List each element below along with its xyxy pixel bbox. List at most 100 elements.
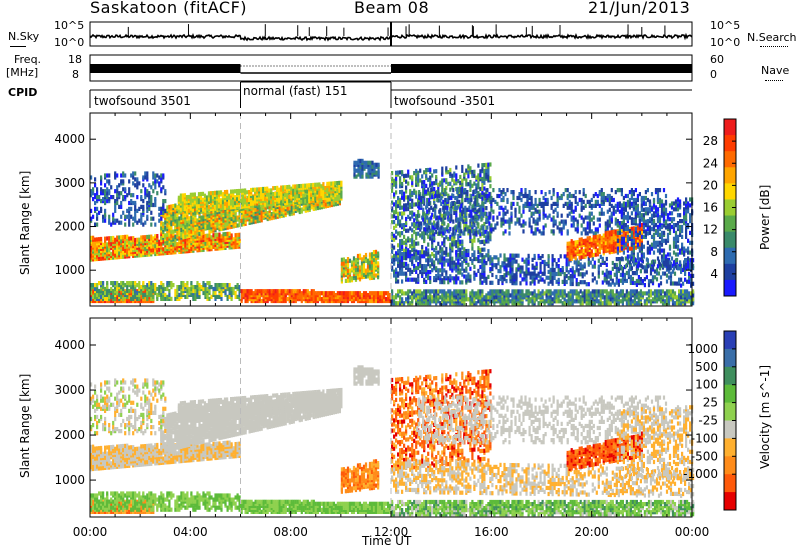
power-cell (391, 188, 394, 193)
power-cell (487, 174, 490, 179)
power-cell (425, 168, 428, 173)
power-cell (198, 236, 201, 241)
power-cell (138, 181, 141, 186)
power-cell (340, 257, 343, 262)
power-cell (336, 183, 339, 189)
power-cell (118, 191, 121, 196)
power-cell (114, 189, 117, 194)
power-cell (242, 218, 245, 223)
power-cell (483, 233, 486, 238)
power-cell (441, 213, 444, 218)
power-cell (228, 286, 231, 292)
power-cell (435, 299, 438, 304)
power-cell (193, 192, 196, 197)
power-cell (286, 194, 289, 199)
power-cell (182, 281, 185, 286)
power-cell (399, 239, 402, 244)
power-cell (230, 197, 233, 202)
power-cell (252, 298, 255, 304)
power-cell (330, 291, 333, 296)
power-cell (118, 251, 121, 256)
power-cell (481, 182, 484, 187)
power-cell (96, 237, 99, 242)
power-cell (455, 228, 458, 233)
power-cell (334, 187, 337, 192)
power-cell (487, 162, 490, 167)
power-cell (272, 192, 275, 197)
power-cell (499, 299, 502, 304)
power-cell (132, 290, 135, 296)
power-cell (481, 167, 484, 172)
power-cell (106, 296, 109, 301)
power-cell (228, 199, 231, 204)
cpid-segment-3: twofsound -3501 (394, 94, 496, 108)
power-cell (348, 297, 352, 302)
power-cell (134, 216, 137, 221)
power-cell (364, 258, 368, 263)
power-cell (216, 283, 219, 288)
power-cell (377, 251, 380, 256)
power-cell (441, 178, 444, 183)
power-cell (158, 181, 161, 186)
power-cell (463, 247, 466, 252)
power-cell (425, 289, 428, 294)
power-cell (348, 276, 352, 281)
power-cell (348, 268, 352, 273)
power-cell (198, 246, 201, 251)
power-cell (240, 188, 243, 193)
power-cell (393, 225, 396, 230)
power-cell (483, 186, 486, 191)
power-cell (370, 298, 374, 304)
power-cell (366, 272, 370, 277)
power-cell (130, 289, 133, 294)
power-cell (463, 172, 466, 177)
power-cell (363, 160, 366, 165)
power-cell (114, 171, 117, 176)
power-cell (419, 168, 422, 173)
power-cell (236, 223, 239, 228)
power-cell (238, 188, 241, 194)
power-cell (511, 289, 514, 294)
power-cell (350, 276, 354, 281)
power-cell (517, 289, 520, 294)
power-cell (389, 293, 392, 298)
power-cell (104, 290, 107, 296)
power-cell (272, 207, 275, 212)
power-cell (284, 193, 287, 198)
power-cell (361, 174, 364, 179)
power-cell (429, 289, 432, 294)
power-cell (399, 190, 402, 195)
power-cell (557, 289, 560, 294)
power-cell (513, 295, 516, 300)
power-cell (475, 183, 478, 188)
power-cell (304, 183, 307, 188)
power-cell (487, 291, 490, 296)
power-cell (128, 218, 131, 223)
power-cell (393, 182, 396, 187)
power-cell (152, 181, 155, 186)
power-cell (282, 191, 285, 196)
power-cell (220, 292, 223, 297)
power-cell (262, 295, 265, 300)
power-cell (118, 292, 121, 297)
power-cell (340, 192, 343, 197)
power-cell (477, 299, 480, 304)
power-cell (459, 212, 462, 217)
power-cell (435, 289, 438, 294)
power-cell (92, 298, 95, 304)
power-cell (369, 160, 372, 165)
power-cell (561, 295, 564, 300)
power-cell (264, 196, 267, 201)
power-cell (128, 200, 131, 206)
power-cell (363, 164, 366, 169)
power-cell (328, 291, 331, 296)
power-cell (164, 213, 167, 218)
power-cell (242, 210, 245, 215)
power-cell (417, 210, 420, 215)
power-cell (282, 293, 285, 298)
power-cell (166, 244, 169, 250)
freq-band-3 (391, 64, 692, 73)
power-cell (485, 235, 488, 240)
power-cell (374, 273, 378, 278)
power-cell (199, 191, 203, 197)
